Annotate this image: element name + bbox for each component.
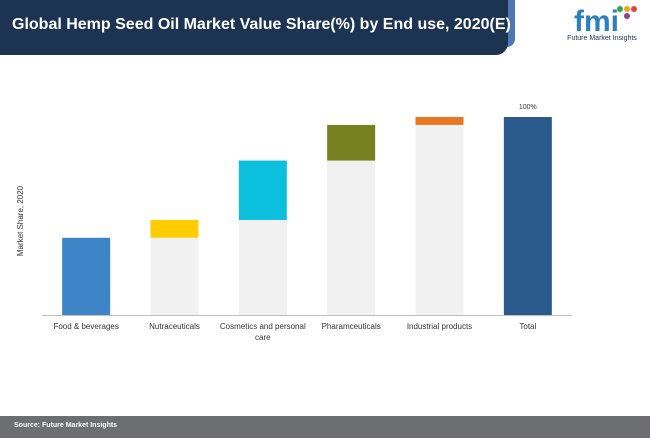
chart-title: Global Hemp Seed Oil Market Value Share(… xyxy=(12,16,511,33)
bar-2 xyxy=(238,160,287,220)
fmi-logo-letters: fmi xyxy=(574,5,619,36)
waterfall-chart: Market Share, 2020 Food & beverages Nutrac… xyxy=(16,104,572,342)
source-note: Source: Future Market Insights xyxy=(14,422,118,429)
data-label-total: 100% xyxy=(519,104,537,111)
fmi-logo-mark: fmi xyxy=(574,5,637,38)
x-tick-label-1: Nutraceuticals xyxy=(149,322,200,331)
bar-1 xyxy=(150,219,199,238)
header: Global Hemp Seed Oil Market Value Share(… xyxy=(0,0,650,55)
bar-base-1 xyxy=(150,237,199,315)
fmi-logo: fmi Future Market Insights xyxy=(560,4,644,50)
x-tick-label-2: Cosmetics and personal xyxy=(220,322,306,331)
x-tick-label-5: Total xyxy=(519,322,536,331)
y-axis-label: Market Share, 2020 xyxy=(16,185,25,256)
header-bar xyxy=(0,0,508,55)
x-tick-label-2-line1: care xyxy=(255,333,271,342)
footer-bar: Source: Future Market Insights xyxy=(0,416,650,438)
fmi-logo-subtext: Future Market Insights xyxy=(567,35,637,42)
bar-3 xyxy=(327,124,376,161)
bar-4 xyxy=(415,117,464,125)
bar-base-2 xyxy=(238,219,287,315)
x-tick-label-3: Pharamceuticals xyxy=(322,322,381,331)
bar-base-4 xyxy=(415,124,464,315)
x-tick-label-0: Food & beverages xyxy=(53,322,118,331)
bar-base-3 xyxy=(327,160,376,315)
bar-0 xyxy=(62,237,111,315)
bar-total xyxy=(503,117,552,315)
x-tick-label-4: Industrial products xyxy=(407,322,472,331)
